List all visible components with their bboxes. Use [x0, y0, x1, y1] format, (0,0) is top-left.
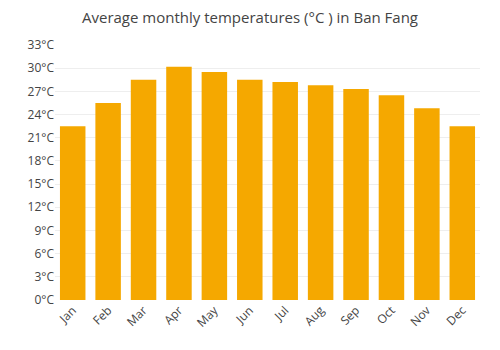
svg-text:24°C: 24°C: [28, 106, 55, 123]
svg-text:33°C: 33°C: [28, 36, 55, 53]
svg-text:27°C: 27°C: [28, 83, 55, 100]
svg-text:0°C: 0°C: [34, 291, 54, 308]
svg-text:Sep: Sep: [336, 302, 363, 329]
svg-text:Average monthly temperatures (: Average monthly temperatures (°C ) in Ba…: [82, 7, 418, 27]
svg-text:18°C: 18°C: [28, 152, 55, 169]
svg-text:3°C: 3°C: [34, 268, 54, 285]
svg-text:Jun: Jun: [231, 302, 256, 327]
svg-text:Oct: Oct: [373, 302, 399, 328]
svg-text:12°C: 12°C: [28, 198, 55, 215]
svg-text:30°C: 30°C: [28, 59, 55, 76]
svg-text:Apr: Apr: [160, 302, 186, 328]
svg-text:Nov: Nov: [406, 302, 434, 330]
svg-text:Mar: Mar: [123, 302, 151, 330]
svg-text:9°C: 9°C: [34, 222, 54, 239]
svg-text:Jul: Jul: [270, 302, 292, 324]
svg-text:Feb: Feb: [89, 302, 115, 328]
svg-text:21°C: 21°C: [28, 129, 55, 146]
svg-text:May: May: [193, 301, 222, 330]
svg-text:6°C: 6°C: [34, 245, 54, 262]
svg-text:Aug: Aug: [300, 302, 328, 330]
svg-text:Jan: Jan: [55, 302, 80, 327]
svg-text:Dec: Dec: [442, 302, 469, 329]
svg-text:15°C: 15°C: [28, 175, 55, 192]
